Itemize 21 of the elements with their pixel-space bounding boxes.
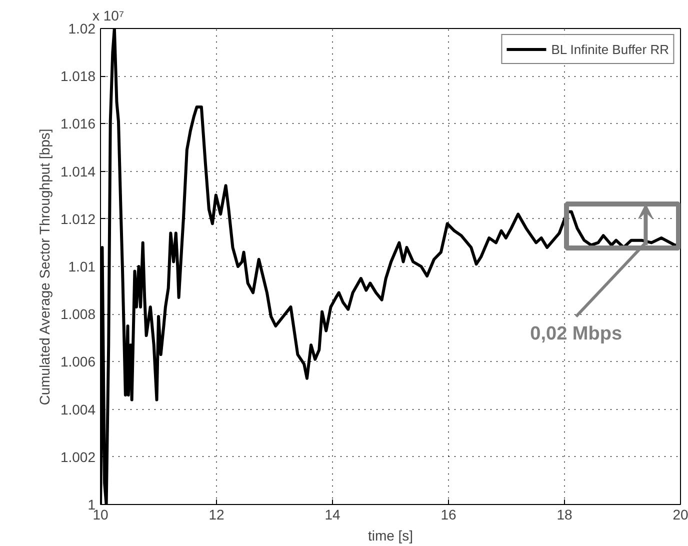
y-axis-title: Cumulated Average Sector Throughput [bps] [36, 128, 52, 406]
x-axis-title: time [s] [368, 528, 414, 544]
legend-label: BL Infinite Buffer RR [551, 42, 669, 56]
y-tick-label: 1.01 [68, 258, 96, 274]
annotation: 0,02 Mbps [530, 324, 622, 345]
x-tick-label: 14 [324, 506, 340, 522]
y-tick-label: 1.008 [60, 306, 96, 322]
y-tick-label: 1.016 [60, 116, 96, 132]
chart-title: x 10⁷ [92, 8, 124, 24]
y-tick-label: 1.002 [60, 448, 96, 465]
x-tick-label: 12 [208, 506, 224, 522]
y-tick-label: 1.012 [60, 210, 96, 227]
x-tick-label: 18 [556, 506, 572, 522]
x-tick-label: 10 [92, 506, 108, 522]
y-tick-label: 1.006 [60, 354, 96, 370]
y-tick-label: 1.018 [60, 68, 96, 84]
y-tick-label: 1.004 [60, 401, 96, 418]
x-tick-label: 16 [440, 506, 456, 522]
y-tick-label: 1.02 [68, 20, 96, 36]
x-tick-label: 20 [672, 506, 688, 522]
y-tick-label: 1.014 [60, 163, 96, 180]
